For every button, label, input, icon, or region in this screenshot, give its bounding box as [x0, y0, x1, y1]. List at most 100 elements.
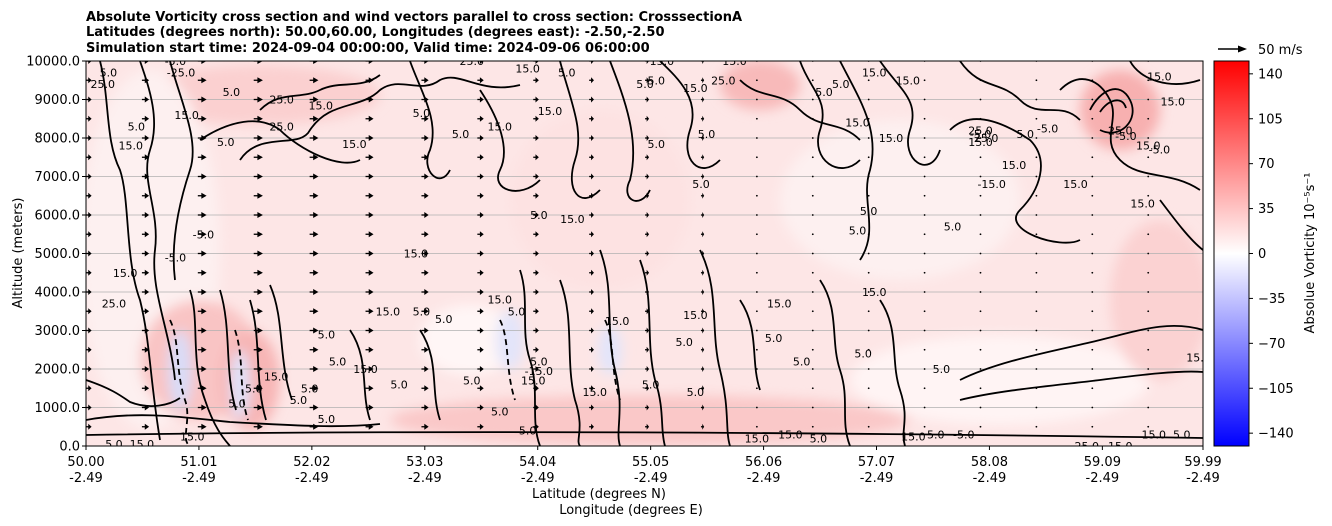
wind-vector: [1035, 387, 1038, 390]
contour-label: 5.0: [435, 313, 453, 326]
wind-vector: [1091, 310, 1094, 313]
contour-label: 5.0: [318, 413, 336, 426]
contour-label: 25.0: [460, 55, 485, 68]
wind-vector: [477, 250, 484, 257]
colorbar: 140 105 70 35 0 −35 −70 −105 −140 Absolue Vortic…: [1213, 60, 1318, 447]
contour-label: 15.0: [605, 315, 630, 328]
x-tick-label-longitude: -2.49: [973, 471, 1007, 486]
wind-vector: [86, 212, 92, 218]
contour-line: [609, 61, 651, 202]
wind-vector: [811, 291, 814, 293]
contour-label: 15.0: [560, 213, 585, 226]
wind-vector: [421, 231, 429, 238]
contour-line: [409, 61, 451, 180]
wind-vector: [979, 271, 982, 274]
wind-vector: [811, 310, 814, 313]
wind-vector: [141, 135, 150, 141]
contour-label: 25.0: [102, 298, 127, 311]
wind-vector: [1147, 175, 1150, 178]
wind-vector: [979, 368, 982, 370]
contour-label: 15.0: [968, 136, 993, 149]
x-tick-label-latitude: 56.06: [745, 455, 782, 470]
wind-vector: [923, 233, 926, 236]
wind-vector: [253, 423, 263, 430]
grid-lines: [86, 61, 1203, 446]
wind-vector: [141, 96, 150, 103]
wind-vector: [645, 115, 650, 122]
x-tick-label-longitude: -2.49: [860, 471, 894, 486]
contour-line: [959, 61, 1081, 121]
contour-line: [519, 269, 541, 446]
wind-vector: [589, 135, 594, 141]
wind-vector: [1147, 194, 1150, 197]
wind-vector: [533, 173, 539, 180]
wind-vector: [811, 329, 814, 332]
wind-vector: [533, 154, 539, 161]
wind-vector: [979, 79, 982, 82]
wind-vector: [811, 137, 814, 139]
wind-vector: [365, 385, 374, 392]
wind-vector: [421, 154, 429, 161]
wind-vector: [1147, 406, 1150, 409]
wind-vector: [923, 291, 926, 293]
wind-vector: [477, 77, 484, 84]
wind-vector: [197, 423, 207, 430]
wind-vector: [979, 156, 982, 159]
wind-vector: [811, 98, 814, 101]
wind-vector: [867, 425, 870, 428]
x-tick-label-latitude: 53.03: [406, 455, 443, 470]
wind-vector: [645, 212, 650, 218]
wind-vector: [867, 137, 870, 139]
colorbar-gradient: [1213, 60, 1250, 447]
wind-vector: [755, 137, 758, 139]
contour-label: 5.0: [413, 107, 431, 120]
contour-label: 5.0: [217, 136, 235, 149]
wind-vector: [811, 425, 814, 428]
wind-vector: [477, 269, 484, 276]
wind-vector: [477, 231, 484, 238]
wind-vector: [86, 173, 92, 180]
colorbar-tick-label: 35: [1258, 202, 1275, 217]
wind-vector: [589, 346, 594, 353]
wind-vector: [533, 404, 539, 411]
wind-vector: [86, 327, 92, 334]
wind-vector: [700, 385, 705, 392]
contour-label: 15.0: [404, 248, 429, 261]
contour-label: 5.0: [933, 363, 951, 376]
wind-vector: [589, 192, 594, 199]
wind-vector: [141, 77, 150, 84]
wind-vector: [700, 269, 705, 276]
wind-vector: [197, 192, 207, 199]
contour-line: [559, 61, 601, 199]
wind-vector: [923, 156, 926, 159]
wind-vector: [755, 79, 758, 82]
y-tick-label: 7000.0: [35, 170, 81, 185]
wind-vector: [979, 252, 982, 255]
contour-label: 15.0: [309, 99, 334, 112]
y-axis-label: Altitude (meters): [11, 198, 26, 309]
wind-vector: [1035, 98, 1038, 101]
wind-vector: [645, 192, 650, 199]
wind-vector: [1035, 310, 1038, 313]
wind-vector: [589, 77, 594, 84]
wind-vector: [645, 423, 650, 430]
wind-vector: [421, 96, 429, 103]
wind-vector: [365, 115, 374, 122]
wind-vector: [1091, 137, 1094, 139]
wind-vector: [1035, 156, 1038, 159]
wind-vector: [1091, 194, 1094, 197]
contour-label: 15.0: [487, 120, 512, 133]
wind-vector: [197, 173, 207, 180]
title-line-1: Absolute Vorticity cross section and win…: [86, 10, 742, 25]
contour-label: 5.0: [860, 205, 878, 218]
contour-label: 5.0: [530, 355, 548, 368]
wind-vector: [645, 366, 650, 372]
wind-vector: [589, 250, 594, 257]
contour-label: 5.0: [765, 332, 783, 345]
contour-label: 5.0: [105, 438, 123, 451]
wind-vector: [867, 175, 870, 178]
wind-vector: [1035, 79, 1038, 82]
contour-label: 15.0: [521, 375, 546, 388]
wind-vector: [421, 269, 429, 276]
contour-label: 25.0: [269, 120, 294, 133]
